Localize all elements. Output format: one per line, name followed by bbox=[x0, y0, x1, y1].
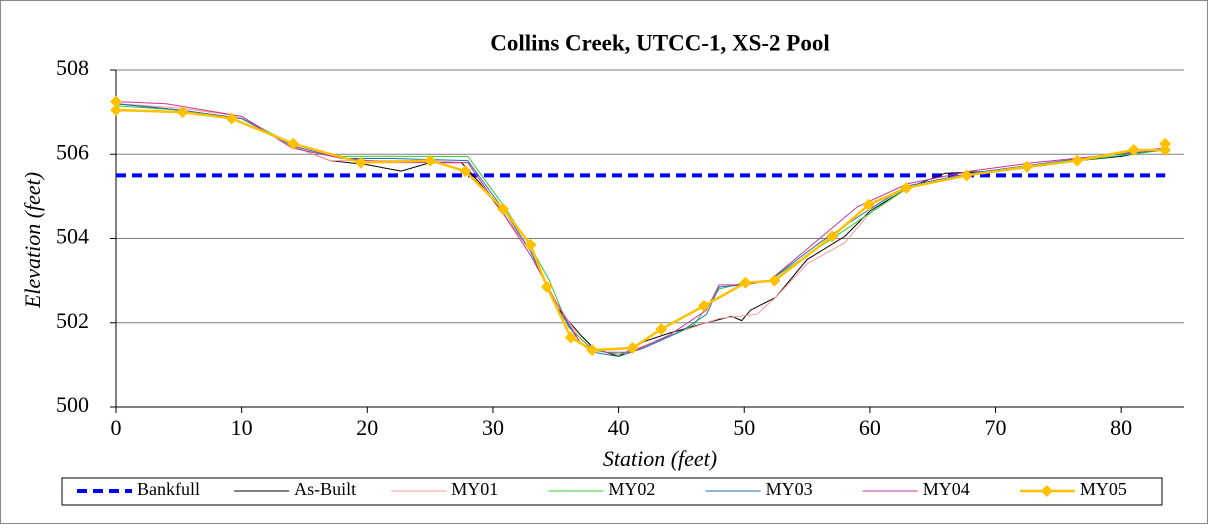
data-marker bbox=[110, 95, 122, 108]
data-marker bbox=[1020, 160, 1033, 173]
data-marker bbox=[826, 230, 839, 243]
y-tick-label: 502 bbox=[56, 308, 89, 333]
y-axis-label: Elevation (feet) bbox=[20, 172, 45, 309]
legend-label: Bankfull bbox=[137, 479, 200, 499]
y-tick-label: 500 bbox=[56, 392, 89, 417]
data-marker bbox=[176, 106, 189, 119]
x-tick-label: 40 bbox=[608, 415, 630, 440]
y-tick-label: 508 bbox=[56, 55, 89, 80]
data-marker bbox=[110, 104, 122, 117]
data-marker bbox=[424, 154, 437, 167]
x-tick-label: 70 bbox=[985, 415, 1007, 440]
chart-title: Collins Creek, UTCC-1, XS-2 Pool bbox=[490, 30, 829, 55]
legend-marker bbox=[1040, 485, 1053, 497]
data-marker bbox=[960, 169, 973, 182]
data-marker bbox=[586, 344, 599, 357]
legend-label: MY01 bbox=[451, 479, 498, 499]
data-marker bbox=[739, 276, 752, 289]
data-marker bbox=[225, 112, 238, 125]
data-marker bbox=[626, 342, 639, 355]
data-marker bbox=[768, 274, 781, 287]
x-tick-label: 60 bbox=[859, 415, 881, 440]
data-marker bbox=[1071, 154, 1084, 167]
data-marker bbox=[287, 137, 300, 150]
x-tick-label: 10 bbox=[231, 415, 253, 440]
data-marker bbox=[1159, 144, 1172, 157]
data-marker bbox=[496, 203, 509, 216]
x-tick-label: 30 bbox=[482, 415, 504, 440]
x-tick-label: 20 bbox=[356, 415, 378, 440]
y-tick-label: 506 bbox=[56, 139, 89, 164]
data-marker bbox=[540, 280, 553, 293]
x-tick-label: 50 bbox=[733, 415, 755, 440]
data-marker bbox=[355, 156, 368, 169]
x-axis-label: Station (feet) bbox=[603, 446, 717, 471]
data-marker bbox=[1127, 144, 1140, 157]
x-tick-label: 80 bbox=[1110, 415, 1132, 440]
data-marker bbox=[564, 331, 577, 344]
data-marker bbox=[655, 323, 668, 336]
data-marker bbox=[900, 181, 913, 194]
data-marker bbox=[524, 238, 537, 251]
data-marker bbox=[1159, 137, 1172, 150]
y-tick-label: 504 bbox=[56, 224, 89, 249]
data-marker bbox=[698, 299, 711, 312]
legend-label: MY05 bbox=[1080, 479, 1127, 499]
data-marker bbox=[459, 165, 472, 178]
legend-label: MY04 bbox=[923, 479, 970, 499]
legend-label: As-Built bbox=[294, 479, 356, 499]
data-marker bbox=[862, 198, 875, 211]
legend-label: MY03 bbox=[766, 479, 813, 499]
x-tick-label: 0 bbox=[111, 415, 122, 440]
legend-label: MY02 bbox=[608, 479, 655, 499]
